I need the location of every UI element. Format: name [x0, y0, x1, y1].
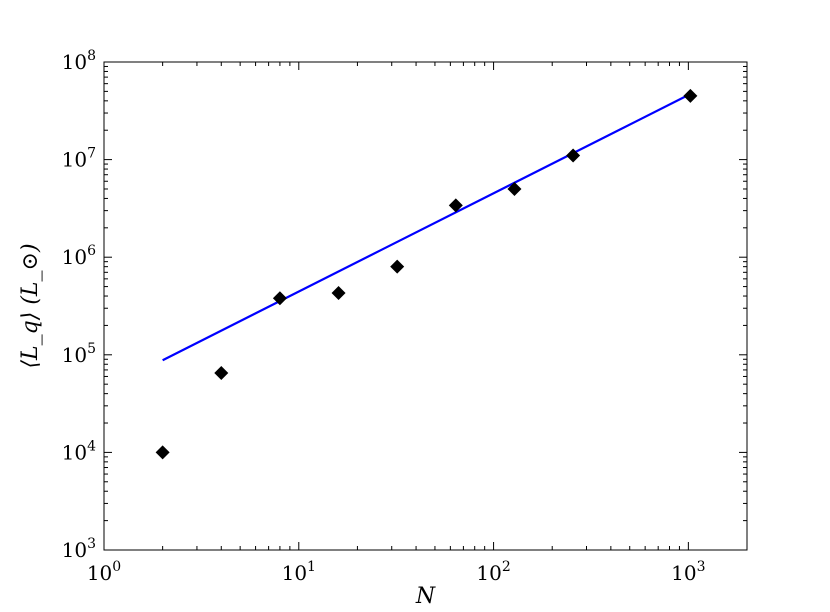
- axis-ticks: [103, 61, 748, 551]
- x-tick-label: 102: [476, 559, 510, 585]
- y-tick-label: 106: [62, 243, 96, 269]
- data-point: [390, 259, 405, 274]
- y-tick-label: 107: [62, 146, 96, 172]
- data-point: [155, 445, 170, 460]
- y-tick-label: 105: [62, 341, 96, 367]
- fit-line: [162, 93, 691, 362]
- data-point: [507, 181, 522, 196]
- data-point: [214, 366, 229, 381]
- y-axis-title: ⟨L_q⟩ (L_⊙): [18, 243, 43, 368]
- plot-area: [103, 61, 748, 551]
- x-axis-title: N: [415, 584, 436, 609]
- fit-line-layer: [162, 93, 691, 362]
- data-point: [448, 198, 463, 213]
- y-tick-labels: 103 104 105 106 107 108: [62, 48, 96, 562]
- x-tick-label: 100: [87, 559, 121, 585]
- data-point: [272, 291, 287, 306]
- data-point: [566, 148, 581, 163]
- data-point: [331, 285, 346, 300]
- y-tick-label: 104: [62, 438, 96, 464]
- x-tick-labels: 100 101 102 103: [87, 559, 706, 585]
- data-point: [683, 88, 698, 103]
- x-tick-label: 101: [282, 559, 316, 585]
- y-tick-label: 103: [62, 536, 96, 562]
- x-tick-label: 103: [671, 559, 705, 585]
- y-tick-label: 108: [62, 48, 96, 74]
- data-points-layer: [155, 88, 698, 460]
